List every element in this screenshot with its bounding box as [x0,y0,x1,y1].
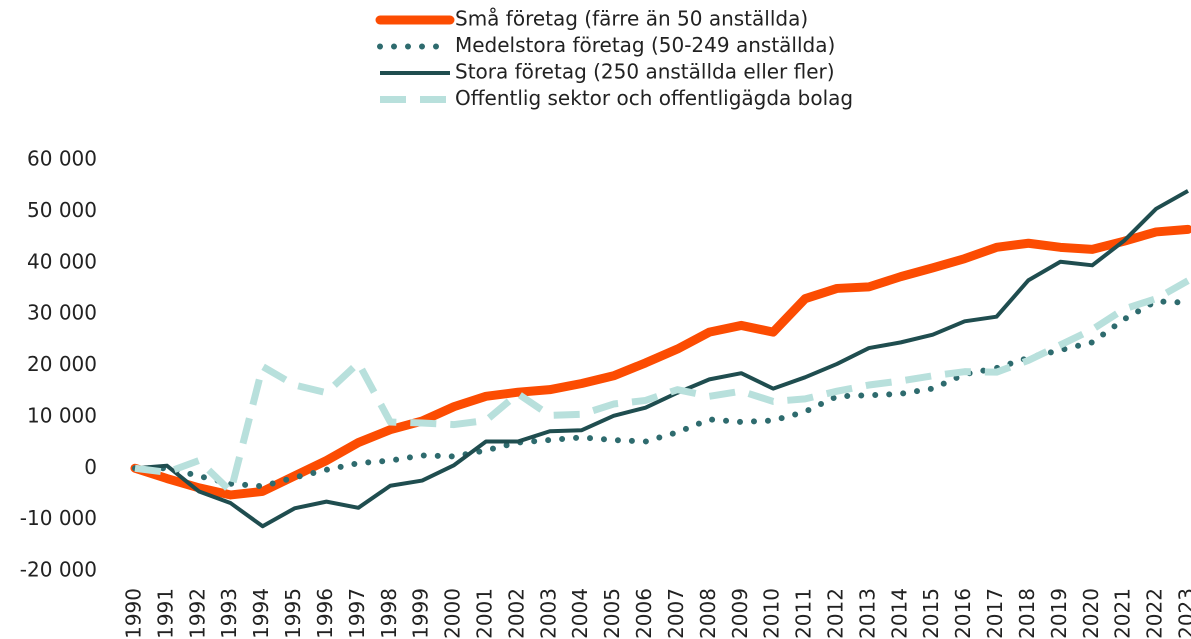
x-tick-label: 1991 [153,588,177,639]
x-tick-label: 2002 [504,588,528,639]
legend-label: Offentlig sektor och offentligägda bolag [455,86,853,110]
y-tick-label: 10 000 [27,403,97,427]
x-tick-label: 2009 [728,588,752,639]
y-tick-label: 30 000 [27,301,97,325]
x-tick-label: 1999 [409,588,433,639]
x-tick-label: 2018 [1015,588,1039,639]
y-tick-label: 0 [84,455,97,479]
legend-entry: Små företag (färre än 50 anställda) [375,7,808,31]
x-tick-label: 2023 [1175,588,1191,639]
x-tick-label: 2022 [1143,588,1167,639]
x-tick-label: 2013 [855,588,879,639]
y-tick-label: -20 000 [20,558,97,582]
legend-label: Små företag (färre än 50 anställda) [455,7,808,31]
y-tick-label: 40 000 [27,249,97,273]
x-tick-label: 2001 [473,588,497,639]
x-tick-label: 1992 [185,588,209,639]
series-line [134,277,1190,495]
x-tick-label: 2010 [760,588,784,639]
legend-entry: Stora företag (250 anställda eller fler) [380,60,835,84]
x-tick-label: 2000 [441,588,465,639]
x-tick-label: 1997 [345,588,369,639]
legend-label: Stora företag (250 anställda eller fler) [455,60,835,84]
legend-entry: Medelstora företag (50-249 anställda) [377,33,835,57]
y-tick-label: 50 000 [27,198,97,222]
x-tick-label: 2004 [568,588,592,639]
x-tick-label: 2019 [1047,588,1071,639]
series-line [130,224,1191,500]
x-tick-label: 2005 [600,588,624,639]
x-tick-label: 1993 [217,588,241,639]
x-tick-label: 2016 [951,588,975,639]
x-tick-label: 2011 [792,588,816,639]
x-tick-label: 1996 [313,588,337,639]
legend-entry: Offentlig sektor och offentligägda bolag [380,86,853,110]
x-tick-label: 2008 [696,588,720,639]
x-tick-label: 2006 [632,588,656,639]
x-tick-label: 2014 [887,588,911,639]
series-line [132,298,1191,490]
y-tick-label: -10 000 [20,506,97,530]
x-tick-label: 1990 [122,588,146,639]
x-tick-label: 2012 [824,588,848,639]
legend-label: Medelstora företag (50-249 anställda) [455,33,835,57]
x-tick-label: 2020 [1079,588,1103,639]
x-tick-label: 2003 [536,588,560,639]
x-tick-label: 1994 [249,588,273,639]
x-tick-label: 2007 [664,588,688,639]
series-line [134,189,1189,529]
x-tick-label: 2015 [919,588,943,639]
x-tick-label: 1995 [281,588,305,639]
y-tick-label: 20 000 [27,352,97,376]
x-tick-label: 2021 [1111,588,1135,639]
x-tick-label: 1998 [377,588,401,639]
y-tick-label: 60 000 [27,147,97,171]
x-tick-label: 2017 [983,588,1007,639]
